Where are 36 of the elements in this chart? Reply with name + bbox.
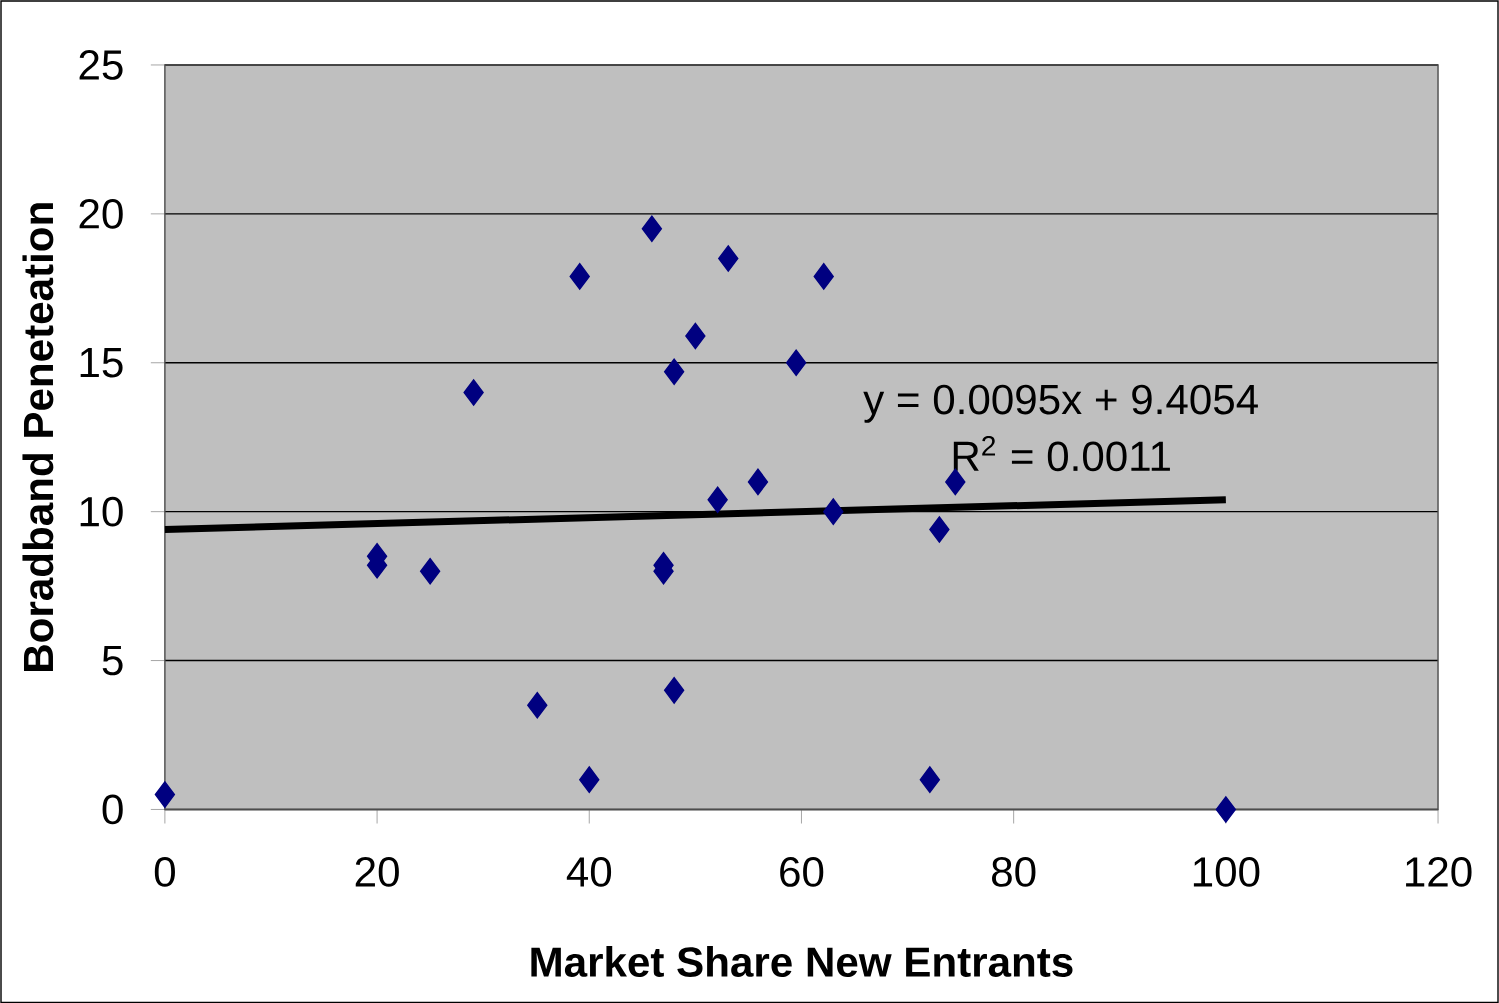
point — [823, 498, 844, 525]
x-tick-label: 120 — [1406, 856, 1472, 887]
point — [929, 516, 950, 543]
y-tick-label: 15 — [80, 347, 123, 378]
x-tick-label: 100 — [1193, 856, 1260, 887]
annotation: y = 0.0095x + 9.4054 — [863, 384, 1258, 423]
point — [785, 349, 807, 376]
y-tick-label: 0 — [102, 794, 123, 825]
point — [154, 781, 176, 808]
point — [663, 676, 685, 704]
point — [641, 215, 663, 242]
y-tick-label: 20 — [79, 198, 123, 229]
point — [463, 379, 484, 406]
annotation: R$^{2}$ = 0.0011 — [953, 435, 1170, 472]
x-tick-label: 40 — [566, 856, 612, 887]
point — [663, 358, 685, 385]
x-tick-label: 80 — [992, 856, 1036, 887]
point — [1215, 795, 1237, 823]
x-tick-label: 0 — [154, 856, 175, 887]
point — [569, 262, 590, 290]
point — [685, 322, 706, 350]
y-tick-label: 10 — [80, 496, 123, 527]
point — [579, 766, 600, 793]
x-axis-title: Market Share New Entrants — [531, 945, 1073, 977]
x-tick-label: 60 — [780, 856, 824, 887]
point — [919, 766, 941, 793]
point — [718, 245, 739, 272]
point — [527, 691, 548, 719]
point — [707, 486, 728, 513]
y-tick-label: 5 — [102, 645, 123, 676]
point — [747, 468, 769, 496]
point — [419, 557, 441, 585]
y-axis-title: Boradband Peneteation — [22, 203, 54, 671]
y-tick-label: 25 — [79, 49, 123, 80]
point — [813, 262, 834, 290]
x-tick-label: 20 — [355, 856, 399, 887]
